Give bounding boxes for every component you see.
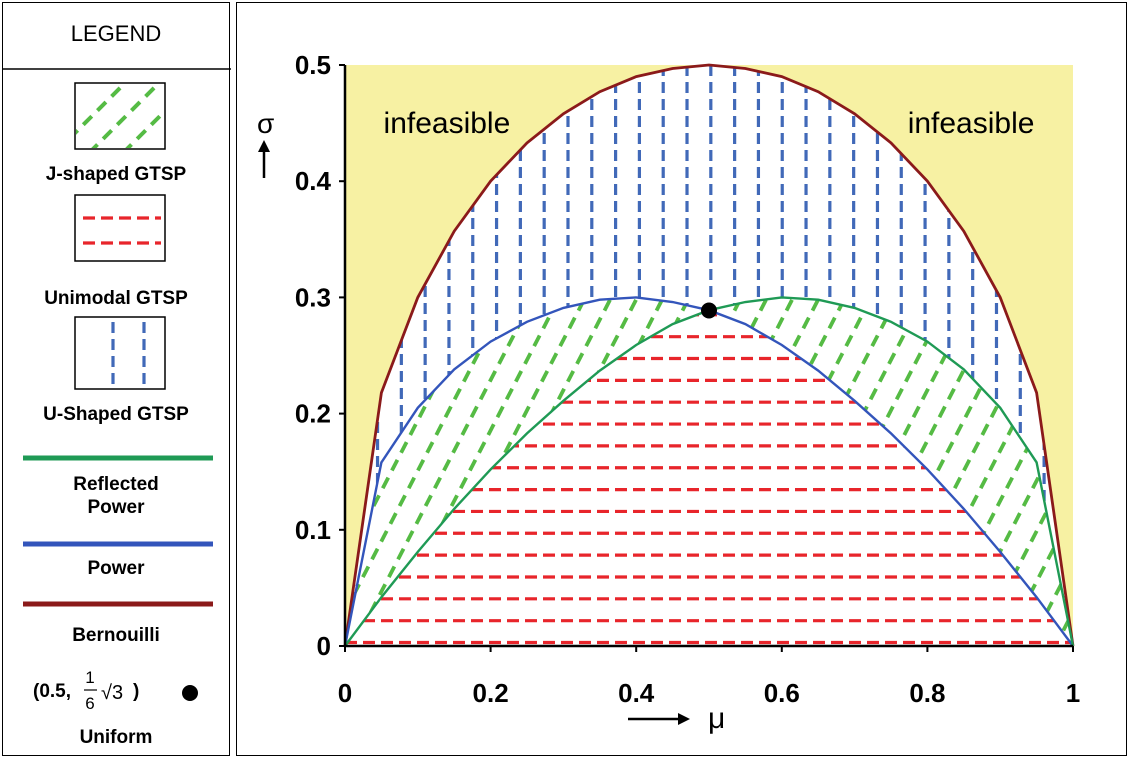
x-tick-label: 0.4 (618, 678, 655, 708)
j-hatch-line (913, 297, 1073, 646)
j-hatch-line (1097, 0, 1130, 666)
legend-uniform-denominator: 6 (85, 694, 94, 713)
legend-uniform-open: (0.5, (33, 681, 71, 702)
x-axis-label: μ (708, 702, 725, 735)
j-hatch-line (367, 297, 991, 646)
j-hatch-line (1123, 0, 1130, 666)
legend-u-shaped-label: U-Shaped GTSP (43, 404, 189, 425)
legend-power-label: Power (87, 558, 145, 579)
legend-reflected-power-label-2: Power (87, 497, 145, 518)
j-hatch-line (887, 297, 1073, 646)
legend-bernoulli-label: Bernouilli (72, 625, 160, 646)
j-hatch-line (861, 297, 1073, 646)
j-hatch-line (345, 297, 393, 646)
j-hatch-line (345, 297, 367, 646)
x-tick-label: 0 (338, 678, 352, 708)
legend-uniform-numerator: 1 (85, 668, 94, 687)
legend-j-shaped: J-shaped GTSP (46, 82, 187, 185)
legend-uniform-close: ) (133, 681, 139, 702)
j-hatch-line (1069, 297, 1073, 646)
legend-unimodal-swatch (74, 194, 166, 262)
legend-bernoulli: Bernouilli (23, 601, 213, 646)
legend-u-shaped-swatch (74, 316, 166, 390)
j-hatch-line (835, 297, 1073, 646)
x-tick-label: 1 (1066, 678, 1080, 708)
y-axis-arrow (258, 140, 270, 178)
x-tick-label: 0.8 (909, 678, 945, 708)
annotation-infeasible-right: infeasible (908, 107, 1035, 140)
annotation-infeasible-left: infeasible (384, 107, 511, 140)
j-hatch-line (345, 297, 965, 646)
legend-unimodal-label: Unimodal GTSP (44, 288, 188, 309)
unimodal-hatch (345, 313, 1073, 645)
y-tick-label: 0.2 (295, 399, 331, 429)
feasible-region (345, 65, 1073, 646)
legend-j-shaped-swatch (74, 82, 166, 150)
legend-j-shaped-label: J-shaped GTSP (46, 164, 187, 185)
legend-uniform: (0.5, 1 6 √3 ) Uniform (33, 668, 198, 748)
x-axis-arrow (628, 713, 690, 725)
y-tick-label: 0.3 (295, 282, 331, 312)
y-tick-label: 0.5 (295, 50, 331, 80)
x-tick-label: 0.6 (764, 678, 800, 708)
plot-frame (236, 2, 1127, 756)
legend-svg: LEGEND J-shaped GTSP Unimodal GTSP U-Sha… (3, 21, 231, 748)
j-hatch-line (345, 297, 939, 646)
legend-power: Power (23, 541, 213, 579)
legend-uniform-sqrt: √3 (101, 682, 123, 704)
y-axis-label: σ (257, 108, 274, 139)
legend-unimodal: Unimodal GTSP (44, 194, 188, 309)
series-bernoulli-curve (343, 63, 1075, 647)
legend-reflected-power: Reflected Power (23, 455, 213, 518)
y-tick-label: 0 (317, 631, 331, 661)
legend-uniform-marker (182, 685, 198, 701)
uniform-point (701, 302, 717, 319)
legend-box: LEGEND J-shaped GTSP Unimodal GTSP U-Sha… (2, 2, 231, 756)
j-hatch-line (345, 297, 913, 646)
legend-reflected-power-label-1: Reflected (73, 474, 159, 495)
y-tick-label: 0.4 (295, 166, 332, 196)
legend-uniform-label: Uniform (80, 727, 153, 748)
legend-title: LEGEND (71, 21, 161, 46)
y-tick-label: 0.1 (295, 515, 331, 545)
x-tick-label: 0.2 (473, 678, 509, 708)
legend-u-shaped: U-Shaped GTSP (43, 316, 189, 425)
